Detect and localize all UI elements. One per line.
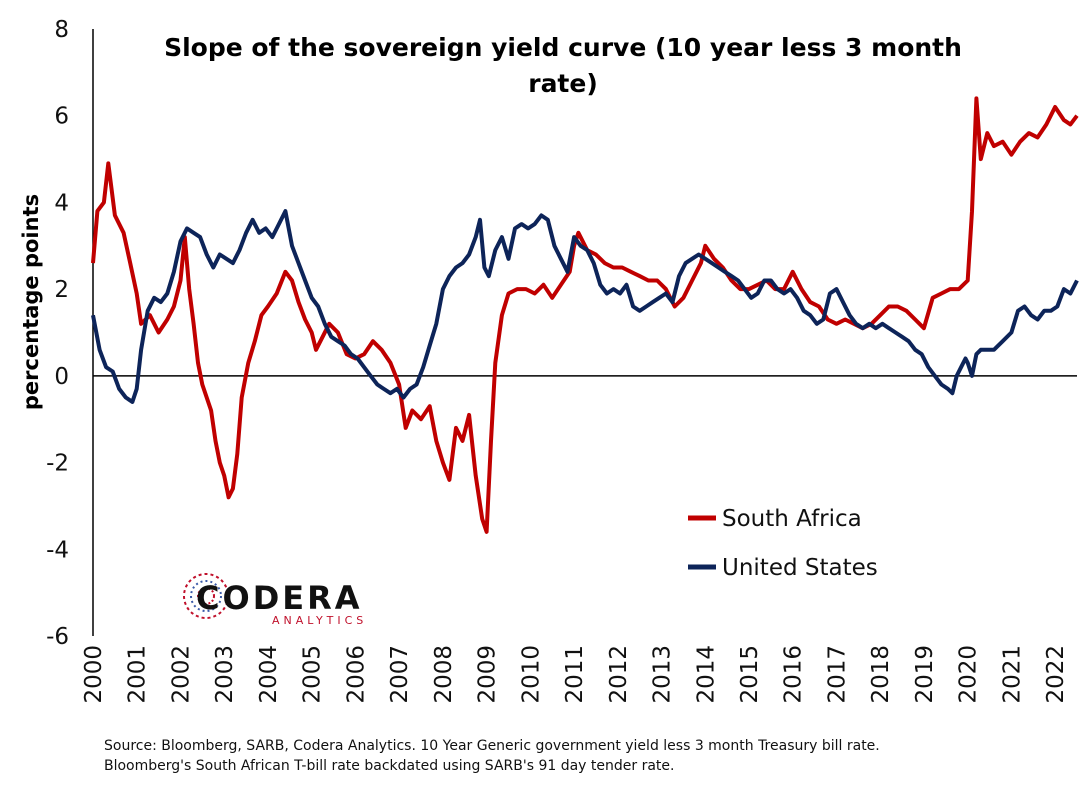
x-tick-label: 2021: [999, 645, 1025, 704]
x-tick-label: 2002: [168, 645, 194, 704]
y-tick-label: 0: [54, 364, 69, 390]
logo-mark-icon: [183, 573, 229, 619]
axes: [92, 29, 1077, 636]
x-tick-label: 2001: [125, 645, 151, 704]
x-tick-label: 2007: [387, 645, 413, 704]
legend-item-south-africa: South Africa: [688, 506, 862, 532]
x-tick-label: 2015: [737, 645, 763, 704]
x-tick-label: 2011: [562, 645, 588, 704]
legend: South Africa United States: [688, 506, 878, 581]
x-tick-label: 2020: [956, 645, 982, 704]
source-line-2: Bloomberg's South African T-bill rate ba…: [104, 758, 675, 774]
source-note: Source: Bloomberg, SARB, Codera Analytic…: [104, 736, 880, 776]
y-tick-labels: -6 -4 -2 0 2 4 6 8: [46, 17, 69, 650]
y-axis-label: percentage points: [19, 194, 43, 410]
x-tick-label: 2022: [1043, 645, 1069, 704]
chart-title: Slope of the sovereign yield curve (10 y…: [164, 33, 962, 98]
logo-tagline: ANALYTICS: [272, 614, 367, 627]
x-tick-label: 2010: [518, 645, 544, 704]
x-tick-label: 2005: [300, 645, 326, 704]
series-line-united-states: [91, 209, 1079, 404]
x-tick-label: 2012: [606, 645, 632, 704]
x-tick-label: 2004: [256, 645, 282, 704]
x-tick-label: 2009: [475, 645, 501, 704]
x-tick-label: 2003: [212, 645, 238, 704]
y-tick-label: -2: [46, 451, 69, 477]
y-tick-label: -4: [46, 537, 69, 563]
x-tick-label: 2000: [81, 645, 107, 704]
series-line-south-africa: [91, 96, 1079, 534]
x-tick-label: 2016: [781, 645, 807, 704]
codera-logo: CODERA ANALYTICS: [183, 573, 367, 627]
x-tick-labels: 2000 2001 2002 2003 2004 2005 2006 2007 2008 2009…: [81, 645, 1069, 704]
source-line-1: Source: Bloomberg, SARB, Codera Analytic…: [104, 738, 880, 754]
series-layer: [91, 96, 1079, 534]
logo-wordmark: CODERA: [196, 579, 363, 617]
x-tick-label: 2014: [693, 645, 719, 704]
x-tick-label: 2018: [868, 645, 894, 704]
y-tick-label: 2: [54, 277, 69, 303]
chart-title-line2: rate): [528, 69, 598, 98]
legend-label-united-states: United States: [722, 555, 878, 581]
x-tick-label: 2019: [912, 645, 938, 704]
chart-title-line1: Slope of the sovereign yield curve (10 y…: [164, 33, 962, 62]
y-tick-label: -6: [46, 624, 69, 650]
x-tick-label: 2006: [343, 645, 369, 704]
y-tick-label: 4: [54, 190, 69, 216]
x-tick-label: 2008: [431, 645, 457, 704]
x-tick-label: 2017: [824, 645, 850, 704]
x-tick-label: 2013: [650, 645, 676, 704]
y-tick-label: 6: [54, 104, 69, 130]
y-tick-label: 8: [54, 17, 69, 43]
legend-item-united-states: United States: [688, 555, 878, 581]
legend-label-south-africa: South Africa: [722, 506, 862, 532]
